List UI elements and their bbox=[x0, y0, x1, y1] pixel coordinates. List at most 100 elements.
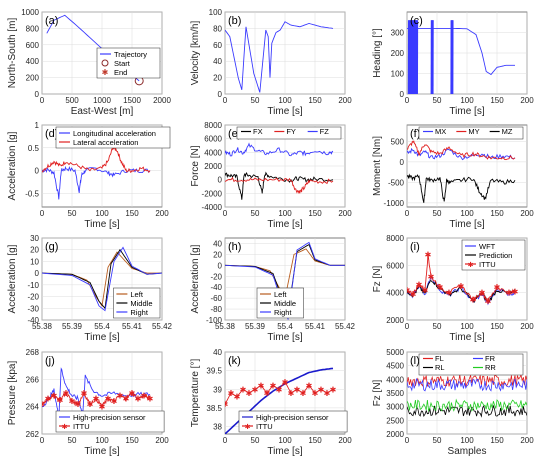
series-ittu-marker: ✱ bbox=[437, 283, 444, 292]
y-tick-label: -1000 bbox=[384, 199, 405, 208]
series-my-line bbox=[407, 140, 516, 161]
panel-g: 55.38 55.39 55.4 55.41 55.42 -40 -30 -20 -10 0 10 2… bbox=[7, 234, 173, 343]
legend-entry: Longitudinal acceleration bbox=[73, 129, 156, 138]
legend: FL FR RL RR bbox=[418, 353, 524, 376]
x-tick-label: 55.41 bbox=[122, 322, 143, 331]
panel-label: (g) bbox=[45, 241, 58, 253]
series-right-line bbox=[225, 241, 345, 320]
y-tick-label: 268 bbox=[26, 348, 40, 357]
y-tick-label: 20 bbox=[213, 250, 222, 259]
x-tick-label: 55.39 bbox=[62, 322, 83, 331]
series-ittu-marker: ✱ bbox=[63, 389, 70, 398]
x-tick-label: 50 bbox=[68, 209, 77, 218]
y-tick-label: 600 bbox=[26, 41, 40, 50]
series-ittu-marker: ✱ bbox=[45, 394, 52, 403]
y-tick-label: 1000 bbox=[21, 8, 39, 17]
legend-entry: FZ bbox=[320, 127, 330, 136]
legend-box bbox=[418, 353, 524, 376]
series-rl-line bbox=[407, 404, 527, 418]
series-b0-line bbox=[225, 21, 334, 93]
y-tick-label: 5000 bbox=[386, 348, 404, 357]
x-tick-label: 100 bbox=[460, 322, 474, 331]
x-tick-label: 0 bbox=[40, 209, 45, 218]
x-tick-label: 2000 bbox=[153, 96, 171, 105]
y-tick-label: -20 bbox=[210, 272, 222, 281]
x-tick-label: 0 bbox=[40, 96, 45, 105]
legend-entry: FX bbox=[253, 127, 263, 136]
series-ittu-marker: ✱ bbox=[479, 289, 486, 298]
legend: MX MY MZ bbox=[418, 126, 524, 140]
legend-swatch bbox=[101, 59, 109, 67]
x-axis-label: Time [s] bbox=[449, 332, 484, 343]
legend-entry: MY bbox=[468, 127, 479, 136]
plot-content: ✱✱✱✱✱✱✱✱✱✱✱✱✱✱✱✱✱✱✱ bbox=[42, 367, 154, 420]
y-tick-label: 2000 bbox=[386, 430, 404, 439]
x-tick-label: 50 bbox=[251, 96, 260, 105]
y-axis-label: Acceleration [g] bbox=[190, 244, 201, 313]
series-ittu-marker: ✱ bbox=[99, 403, 106, 412]
series-ittu-marker: ✱ bbox=[425, 250, 432, 259]
series-ittu-marker: ✱ bbox=[57, 396, 64, 405]
x-tick-label: 150 bbox=[490, 209, 504, 218]
legend-entry: FY bbox=[286, 127, 296, 136]
series-ittu-marker: ✱ bbox=[141, 392, 148, 401]
x-tick-label: 200 bbox=[520, 436, 534, 445]
x-tick-label: 50 bbox=[251, 436, 260, 445]
series-middle-line bbox=[42, 248, 162, 310]
series-fy-line bbox=[225, 176, 334, 194]
x-tick-label: 0 bbox=[40, 436, 45, 445]
legend-entry: ITTU bbox=[73, 422, 90, 431]
y-tick-label: 200 bbox=[391, 49, 405, 58]
legend: FX FY FZ bbox=[236, 126, 342, 140]
series-ittu-marker: ✱ bbox=[506, 289, 513, 298]
x-tick-label: 200 bbox=[520, 322, 534, 331]
series-ittu-marker: ✱ bbox=[276, 385, 283, 394]
series-ittu-marker: ✱ bbox=[69, 397, 76, 406]
x-tick-label: 100 bbox=[278, 96, 292, 105]
series-ittu-marker: ✱ bbox=[324, 389, 331, 398]
series-ittu-marker: ✱ bbox=[258, 382, 265, 391]
panel-label: (f) bbox=[410, 128, 420, 140]
x-tick-label: 150 bbox=[490, 96, 504, 105]
x-tick-label: 55.41 bbox=[305, 322, 326, 331]
legend-entry: Right bbox=[130, 308, 148, 317]
x-tick-label: 150 bbox=[308, 96, 322, 105]
series-ittu-marker: ✱ bbox=[135, 394, 142, 403]
panel-label: (a) bbox=[45, 15, 58, 27]
series-ittu-marker: ✱ bbox=[410, 290, 417, 299]
y-tick-label: 262 bbox=[26, 430, 40, 439]
y-tick-label: 39.5 bbox=[206, 367, 222, 376]
series-left-line bbox=[225, 248, 345, 300]
panel-label: (b) bbox=[228, 15, 241, 27]
series-ittu-marker: ✱ bbox=[422, 286, 429, 295]
panel-label: (d) bbox=[45, 128, 58, 140]
y-tick-label: 10 bbox=[30, 257, 39, 266]
x-tick-label: 55.38 bbox=[215, 322, 236, 331]
series-ittu-marker: ✱ bbox=[306, 382, 313, 391]
legend-entry: FR bbox=[485, 354, 496, 363]
y-tick-label: 0 bbox=[400, 90, 405, 99]
plot-content bbox=[225, 21, 334, 93]
y-tick-label: 100 bbox=[209, 8, 223, 17]
series-fz-line bbox=[225, 142, 334, 157]
legend-entry: High-precision sensor bbox=[256, 413, 329, 422]
x-tick-label: 0 bbox=[405, 322, 410, 331]
series-ittu-line bbox=[42, 391, 151, 408]
legend-entry: End bbox=[114, 68, 127, 77]
x-tick-label: 150 bbox=[490, 322, 504, 331]
x-tick-label: 500 bbox=[65, 96, 79, 105]
legend-swatch: ✱ bbox=[102, 68, 109, 77]
series-ittu-marker: ✱ bbox=[494, 283, 501, 292]
legend-entry: High-precision sensor bbox=[73, 413, 146, 422]
y-tick-label: 39 bbox=[213, 385, 222, 394]
y-tick-label: 40 bbox=[213, 239, 222, 248]
series-c0-line bbox=[407, 27, 515, 76]
series-ittu-marker: ✱ bbox=[330, 385, 337, 394]
panel-e: 0 50 100 150 200 -4000 -2000 0 2000 4000 6000 8000 T… bbox=[190, 121, 352, 230]
series-longitudinal-acceleration-line bbox=[42, 165, 151, 200]
x-axis-label: Samples bbox=[448, 446, 487, 457]
plot-content: ✱✱✱✱✱✱✱✱✱✱✱✱✱✱✱✱✱✱✱ bbox=[225, 367, 337, 434]
y-tick-label: 264 bbox=[26, 403, 40, 412]
y-tick-label: 6000 bbox=[204, 135, 222, 144]
